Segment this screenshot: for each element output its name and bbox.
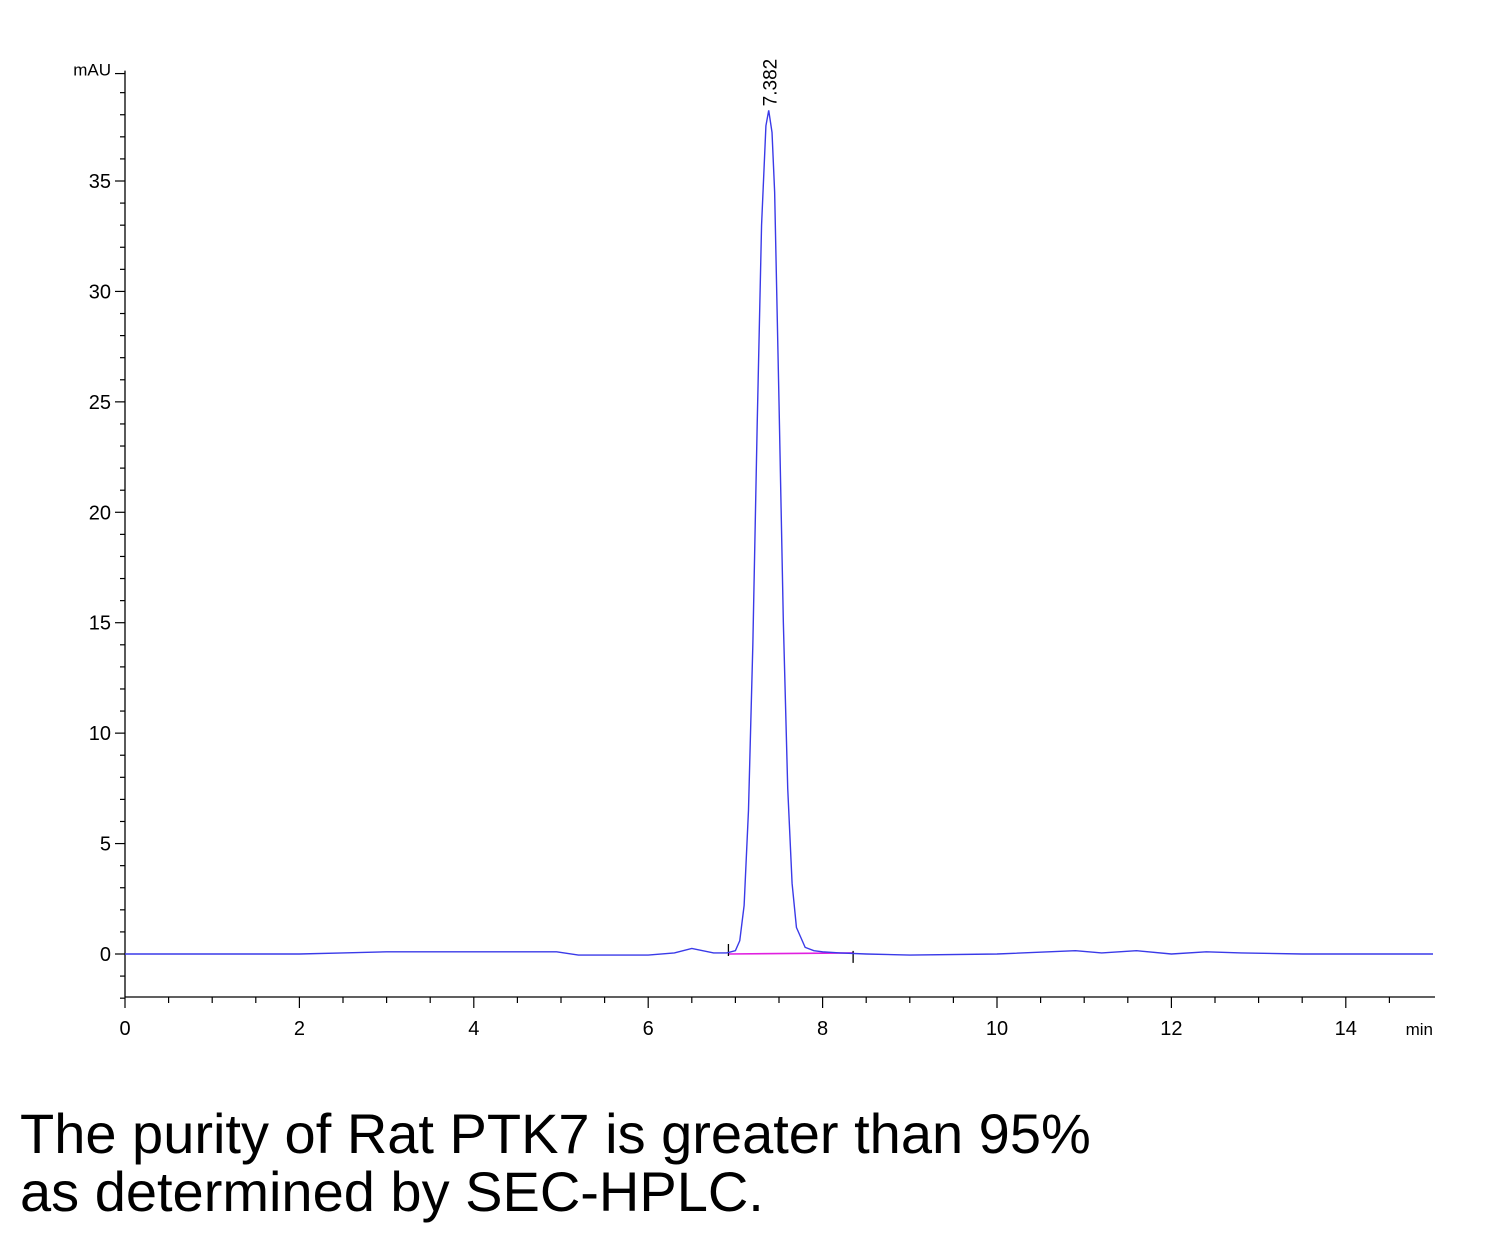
caption-line-2: as determined by SEC-HPLC.	[20, 1160, 764, 1223]
y-tick-label: 20	[89, 502, 111, 524]
y-tick-label: 30	[89, 281, 111, 303]
x-tick-label: 14	[1335, 1018, 1357, 1040]
x-unit-label: min	[1406, 1020, 1433, 1039]
plot-area: 7.382	[125, 59, 1433, 963]
peak-label: 7.382	[761, 59, 782, 107]
chromatogram-chart: 0 5 10 15 20 25 30 35 mAU 0 2 4 6 8 10 12 14 min 7.382	[73, 59, 1435, 1040]
y-tick-label: 5	[100, 834, 111, 856]
x-tick-label: 4	[468, 1018, 479, 1040]
x-tick-label: 10	[986, 1018, 1008, 1040]
x-tick-label: 2	[294, 1018, 305, 1040]
y-tick-label: 25	[89, 392, 111, 414]
chromatogram-trace	[125, 110, 1433, 956]
y-axis: 0 5 10 15 20 25 30 35 mAU	[73, 61, 126, 999]
y-tick-label: 10	[89, 723, 111, 745]
x-tick-label: 12	[1160, 1018, 1182, 1040]
y-tick-label: 35	[89, 171, 111, 193]
y-tick-label: 15	[89, 613, 111, 635]
x-tick-label: 6	[643, 1018, 654, 1040]
y-unit-label: mAU	[73, 61, 111, 80]
x-tick-label: 8	[817, 1018, 828, 1040]
x-axis: 0 2 4 6 8 10 12 14 min	[119, 996, 1435, 1040]
y-tick-label: 0	[100, 944, 111, 966]
x-tick-label: 0	[119, 1018, 130, 1040]
caption: The purity of Rat PTK7 is greater than 9…	[20, 1105, 1480, 1221]
caption-line-1: The purity of Rat PTK7 is greater than 9…	[20, 1102, 1091, 1165]
